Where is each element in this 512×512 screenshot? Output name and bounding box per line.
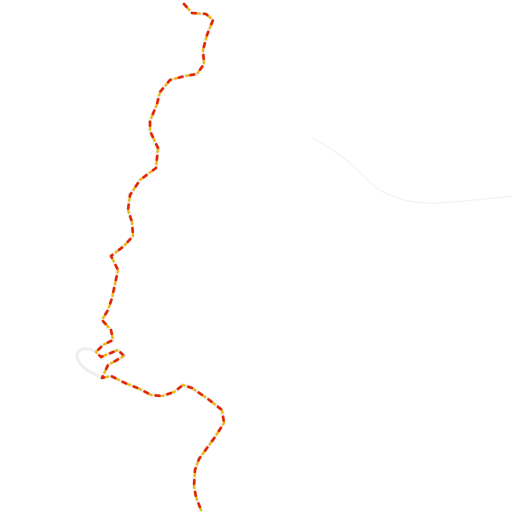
route-casing-line [94,2,226,512]
faint-road-line [311,137,512,204]
route-dashed-line-yellow [94,2,226,512]
route-casing-loop [75,347,104,380]
route-dashed-line-red [94,2,226,512]
